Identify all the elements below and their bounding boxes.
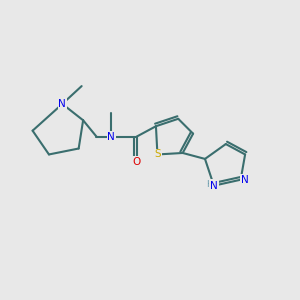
Text: H: H <box>206 180 213 189</box>
Text: O: O <box>133 157 141 167</box>
Text: S: S <box>154 149 161 160</box>
Text: N: N <box>107 132 115 142</box>
Text: N: N <box>58 99 66 109</box>
Text: N: N <box>241 175 249 185</box>
Text: N: N <box>210 181 218 191</box>
